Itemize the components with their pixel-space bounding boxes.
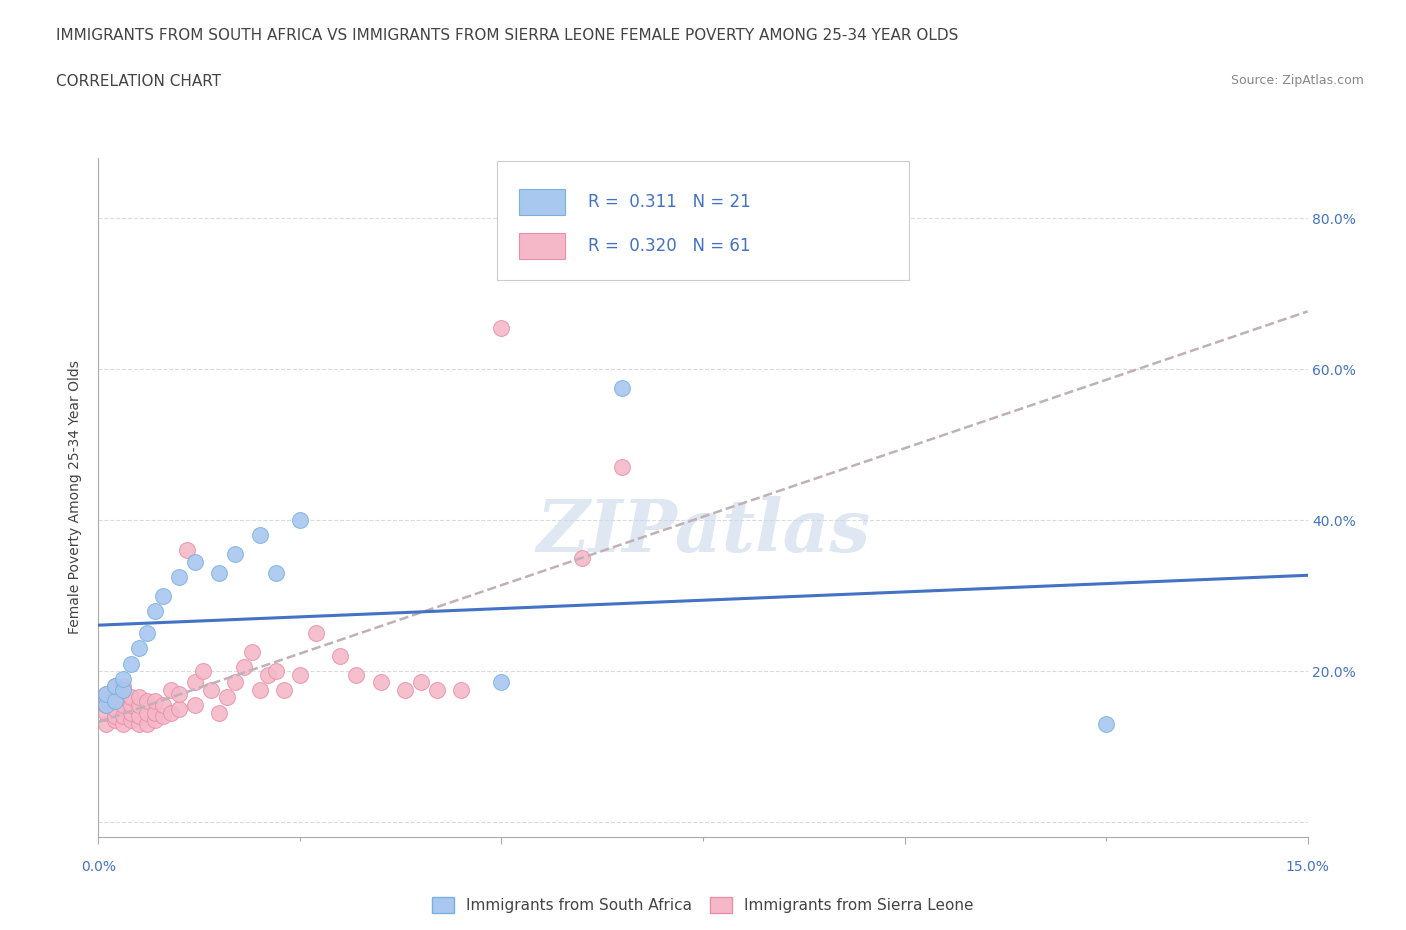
Point bbox=[103, 709, 125, 724]
Point bbox=[143, 604, 166, 618]
Point bbox=[103, 694, 125, 709]
Point bbox=[450, 683, 472, 698]
Y-axis label: Female Poverty Among 25-34 Year Olds: Female Poverty Among 25-34 Year Olds bbox=[69, 361, 83, 634]
Point bbox=[184, 698, 207, 712]
Point bbox=[103, 712, 125, 727]
Point bbox=[96, 716, 118, 731]
Point bbox=[167, 569, 190, 584]
Point bbox=[128, 709, 150, 724]
FancyBboxPatch shape bbox=[498, 162, 908, 280]
Point bbox=[120, 690, 142, 705]
Text: Source: ZipAtlas.com: Source: ZipAtlas.com bbox=[1230, 74, 1364, 87]
Point bbox=[143, 694, 166, 709]
Point bbox=[111, 709, 134, 724]
Point bbox=[329, 648, 352, 663]
Point bbox=[409, 675, 432, 690]
Point bbox=[96, 705, 118, 720]
Point bbox=[103, 690, 125, 705]
Text: 15.0%: 15.0% bbox=[1285, 860, 1330, 874]
Point bbox=[167, 686, 190, 701]
Point bbox=[249, 528, 271, 543]
Point bbox=[111, 716, 134, 731]
Point bbox=[103, 679, 125, 694]
Point bbox=[571, 551, 593, 565]
Point bbox=[111, 679, 134, 694]
Text: CORRELATION CHART: CORRELATION CHART bbox=[56, 74, 221, 89]
Point bbox=[111, 683, 134, 698]
Point bbox=[120, 705, 142, 720]
Point bbox=[167, 701, 190, 716]
Point bbox=[120, 698, 142, 712]
Point bbox=[111, 690, 134, 705]
Point bbox=[394, 683, 416, 698]
Point bbox=[612, 380, 634, 395]
Point bbox=[370, 675, 392, 690]
Point bbox=[96, 686, 118, 701]
Point bbox=[103, 679, 125, 694]
Point bbox=[135, 716, 157, 731]
Point bbox=[135, 626, 157, 641]
Text: ZIPatlas: ZIPatlas bbox=[536, 496, 870, 567]
Point bbox=[256, 668, 278, 683]
Point bbox=[152, 709, 174, 724]
Point bbox=[193, 664, 215, 679]
Text: 0.0%: 0.0% bbox=[82, 860, 115, 874]
Point bbox=[249, 683, 271, 698]
Point bbox=[103, 701, 125, 716]
Point bbox=[264, 664, 287, 679]
Point bbox=[96, 686, 118, 701]
Point bbox=[135, 705, 157, 720]
Point bbox=[128, 716, 150, 731]
Point bbox=[120, 656, 142, 671]
Point bbox=[264, 565, 287, 580]
Point bbox=[184, 554, 207, 569]
Point bbox=[152, 698, 174, 712]
Point bbox=[143, 705, 166, 720]
Point bbox=[217, 690, 239, 705]
Point bbox=[143, 712, 166, 727]
Point bbox=[288, 668, 311, 683]
Point bbox=[96, 694, 118, 709]
Point bbox=[612, 460, 634, 475]
Point bbox=[96, 698, 118, 712]
FancyBboxPatch shape bbox=[519, 190, 565, 215]
Text: IMMIGRANTS FROM SOUTH AFRICA VS IMMIGRANTS FROM SIERRA LEONE FEMALE POVERTY AMON: IMMIGRANTS FROM SOUTH AFRICA VS IMMIGRAN… bbox=[56, 28, 959, 43]
Point bbox=[120, 712, 142, 727]
Point bbox=[135, 694, 157, 709]
Point bbox=[208, 565, 231, 580]
Point bbox=[176, 543, 198, 558]
Point bbox=[128, 641, 150, 656]
Point bbox=[288, 512, 311, 527]
Point bbox=[152, 588, 174, 603]
Point bbox=[224, 675, 246, 690]
Point bbox=[305, 626, 328, 641]
Point bbox=[491, 320, 513, 335]
Legend: Immigrants from South Africa, Immigrants from Sierra Leone: Immigrants from South Africa, Immigrants… bbox=[425, 890, 981, 921]
Point bbox=[111, 671, 134, 686]
Point bbox=[200, 683, 222, 698]
Point bbox=[224, 547, 246, 562]
Point bbox=[344, 668, 367, 683]
Point bbox=[240, 644, 263, 659]
Point bbox=[1095, 716, 1118, 731]
Point bbox=[128, 698, 150, 712]
Point bbox=[208, 705, 231, 720]
Text: R =  0.320   N = 61: R = 0.320 N = 61 bbox=[588, 237, 751, 256]
Point bbox=[128, 690, 150, 705]
Point bbox=[96, 698, 118, 712]
Point bbox=[111, 698, 134, 712]
Text: R =  0.311   N = 21: R = 0.311 N = 21 bbox=[588, 193, 751, 211]
Point bbox=[160, 683, 183, 698]
Point bbox=[232, 660, 254, 675]
Point bbox=[184, 675, 207, 690]
Point bbox=[273, 683, 295, 698]
Point bbox=[160, 705, 183, 720]
Point bbox=[426, 683, 449, 698]
Point bbox=[491, 675, 513, 690]
FancyBboxPatch shape bbox=[519, 233, 565, 259]
